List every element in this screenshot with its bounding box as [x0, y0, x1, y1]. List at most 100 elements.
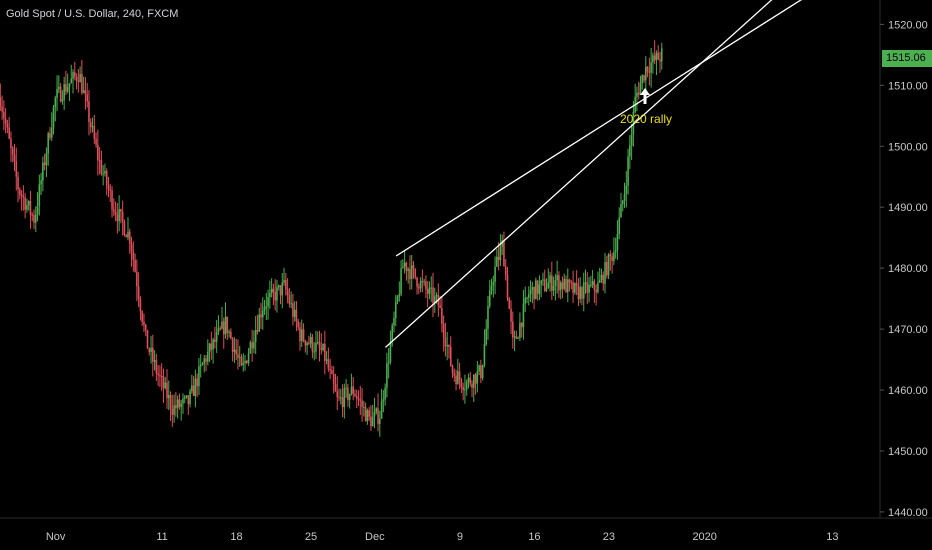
- candle-body: [226, 316, 229, 333]
- candle-body: [345, 387, 347, 389]
- y-tick-label: 1520.00: [888, 19, 928, 31]
- trend-channel[interactable]: [385, 0, 907, 348]
- candle-body: [127, 231, 129, 238]
- candle-body: [504, 266, 507, 275]
- candle-body: [121, 211, 124, 222]
- candle-body: [575, 283, 578, 286]
- candle-body: [152, 347, 154, 362]
- candle-body: [231, 338, 234, 352]
- candle-body: [549, 275, 551, 283]
- x-tick-label: 11: [156, 531, 167, 543]
- candle-body: [559, 282, 562, 291]
- price-axis[interactable]: 1440.00 1450.00 1460.00 1470.00 1480.00 1490.…: [880, 19, 928, 519]
- candle-body: [526, 297, 528, 299]
- candle-body: [462, 386, 464, 391]
- candle-body: [56, 88, 58, 98]
- candle-body: [162, 376, 165, 389]
- candle-body: [542, 279, 544, 281]
- candle-body: [657, 52, 660, 60]
- channel-line[interactable]: [395, 0, 907, 257]
- candle-body: [70, 78, 73, 84]
- candle-body: [141, 311, 143, 322]
- candle-body: [279, 285, 282, 296]
- candle-body: [439, 305, 441, 309]
- candle-body: [382, 399, 385, 401]
- candle-body: [261, 310, 264, 318]
- candle-body: [144, 324, 147, 330]
- candle-body: [176, 399, 179, 409]
- candle-body: [465, 381, 468, 390]
- candle-body: [435, 295, 438, 297]
- candle-body: [519, 322, 521, 338]
- candle-body: [499, 246, 502, 261]
- candle-body: [59, 86, 62, 102]
- candle-body: [464, 389, 466, 391]
- candle-body: [414, 268, 417, 278]
- candle-body: [58, 86, 60, 89]
- candle-body: [572, 282, 574, 293]
- candle-body: [481, 365, 484, 379]
- candle-body: [185, 395, 188, 397]
- candle-body: [442, 323, 445, 338]
- candle-body: [551, 275, 553, 291]
- chart-title: Gold Spot / U.S. Dollar, 240, FXCM: [6, 8, 179, 20]
- candle-body: [510, 308, 512, 322]
- time-axis[interactable]: Nov 11 18 25 Dec 9 16 23 2020 13: [46, 531, 839, 543]
- candle-body: [558, 275, 560, 291]
- candle-body: [222, 321, 225, 335]
- candle-body: [472, 374, 475, 388]
- up-arrow-icon: [640, 88, 650, 104]
- candle-body: [65, 84, 67, 92]
- candle-body: [503, 240, 505, 267]
- candle-body: [595, 289, 597, 293]
- candle-body: [517, 337, 519, 339]
- candle-body: [368, 410, 370, 417]
- candle-body: [527, 294, 530, 298]
- x-tick-label: 23: [603, 531, 615, 543]
- candle-body: [105, 170, 108, 186]
- candle-body: [391, 325, 394, 342]
- candle-body: [274, 291, 276, 301]
- candle-body: [419, 280, 422, 289]
- candle-body: [134, 259, 136, 272]
- candle-body: [512, 321, 514, 338]
- candle-body: [590, 284, 592, 286]
- candle-body: [155, 360, 158, 374]
- rally-annotation: 2020 rally: [620, 112, 673, 126]
- candle-body: [577, 285, 580, 300]
- candle-body: [614, 250, 617, 253]
- candle-body: [364, 406, 367, 422]
- candle-body: [256, 329, 259, 332]
- candle-body: [3, 111, 5, 119]
- candle-body: [347, 387, 349, 400]
- candle-body: [214, 339, 216, 342]
- candle-body: [153, 360, 156, 362]
- candle-body: [586, 282, 589, 293]
- candle-body: [582, 282, 585, 299]
- candle-body: [430, 287, 433, 289]
- candle-body: [632, 112, 635, 135]
- candle-body: [290, 303, 292, 305]
- candle-body: [455, 375, 457, 385]
- candle-body: [299, 327, 301, 342]
- candle-body: [533, 286, 535, 300]
- candle-body: [418, 286, 420, 289]
- candle-body: [325, 359, 328, 361]
- candle-body: [618, 217, 621, 234]
- candle-body: [315, 342, 317, 352]
- candle-body: [563, 278, 566, 289]
- candle-body: [205, 358, 207, 362]
- candle-body: [215, 332, 218, 342]
- candle-body: [423, 281, 425, 283]
- candle-body: [421, 280, 424, 283]
- candle-body: [146, 329, 149, 349]
- candle-body: [31, 214, 34, 216]
- candle-body: [159, 375, 161, 377]
- candle-body: [230, 331, 232, 339]
- candle-body: [295, 309, 298, 322]
- last-price-badge: [882, 50, 932, 67]
- channel-line[interactable]: [385, 0, 832, 348]
- candle-body: [244, 360, 246, 364]
- candle-body: [371, 416, 374, 427]
